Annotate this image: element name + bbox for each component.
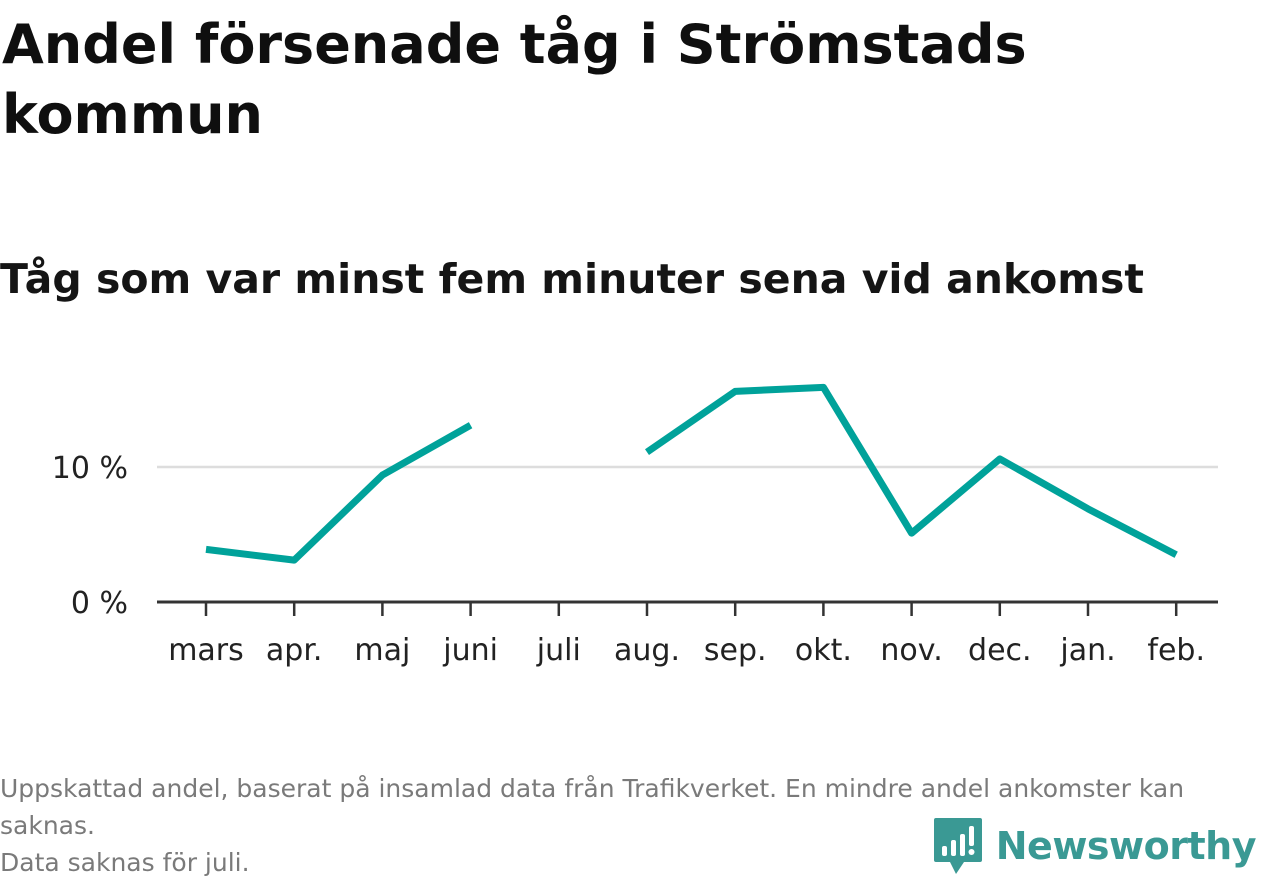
- x-tick-label-9: dec.: [968, 633, 1032, 668]
- x-tick-label-5: aug.: [614, 633, 680, 668]
- x-tick-label-6: sep.: [704, 633, 767, 668]
- line-chart: 0 % 10 % mars apr. maj juni juli aug. sep. okt. no…: [52, 383, 1218, 668]
- brand-name: Newsworthy: [995, 824, 1257, 868]
- x-tick-label-8: nov.: [880, 633, 942, 668]
- x-tick-label-11: feb.: [1147, 633, 1205, 668]
- chart-footnote: Uppskattad andel, baserat på insamlad da…: [0, 770, 1250, 881]
- chart-title: Andel försenade tåg i Strömstads kommun: [2, 13, 1027, 146]
- x-tick-label-3: juni: [442, 633, 498, 668]
- x-tick-label-4: juli: [536, 633, 581, 668]
- x-tick-label-0: mars: [168, 633, 244, 668]
- logo-bar-1: [941, 846, 947, 856]
- logo-bar-4: [968, 826, 974, 846]
- axis-layer: [157, 600, 1218, 616]
- x-tick-label-1: apr.: [266, 633, 323, 668]
- logo-dot: [968, 849, 975, 855]
- newsworthy-logo-icon: [933, 818, 982, 874]
- x-tick-label-10: jan.: [1059, 633, 1115, 668]
- label-layer: 0 % 10 % mars apr. maj juni juli aug. sep. okt. no…: [52, 451, 1205, 668]
- logo-bar-2: [950, 840, 956, 856]
- brand-logo: Newsworthy: [932, 816, 1257, 876]
- line-layer: [205, 383, 1178, 564]
- series-line-segment-1: [645, 383, 1178, 558]
- y-tick-label-10: 10 %: [52, 451, 128, 486]
- logo-badge-shape: [933, 818, 982, 874]
- series-line-segment-0: [205, 422, 473, 564]
- footnote-source: Uppskattad andel, baserat på insamlad da…: [0, 774, 1185, 840]
- x-tick-label-2: maj: [354, 633, 410, 668]
- logo-bar-3: [959, 834, 965, 856]
- chart-subtitle: Tåg som var minst fem minuter sena vid a…: [0, 255, 1145, 303]
- footnote-missing-data: Data saknas för juli.: [0, 848, 250, 877]
- x-tick-label-7: okt.: [795, 633, 852, 668]
- y-tick-label-0: 0 %: [71, 586, 128, 621]
